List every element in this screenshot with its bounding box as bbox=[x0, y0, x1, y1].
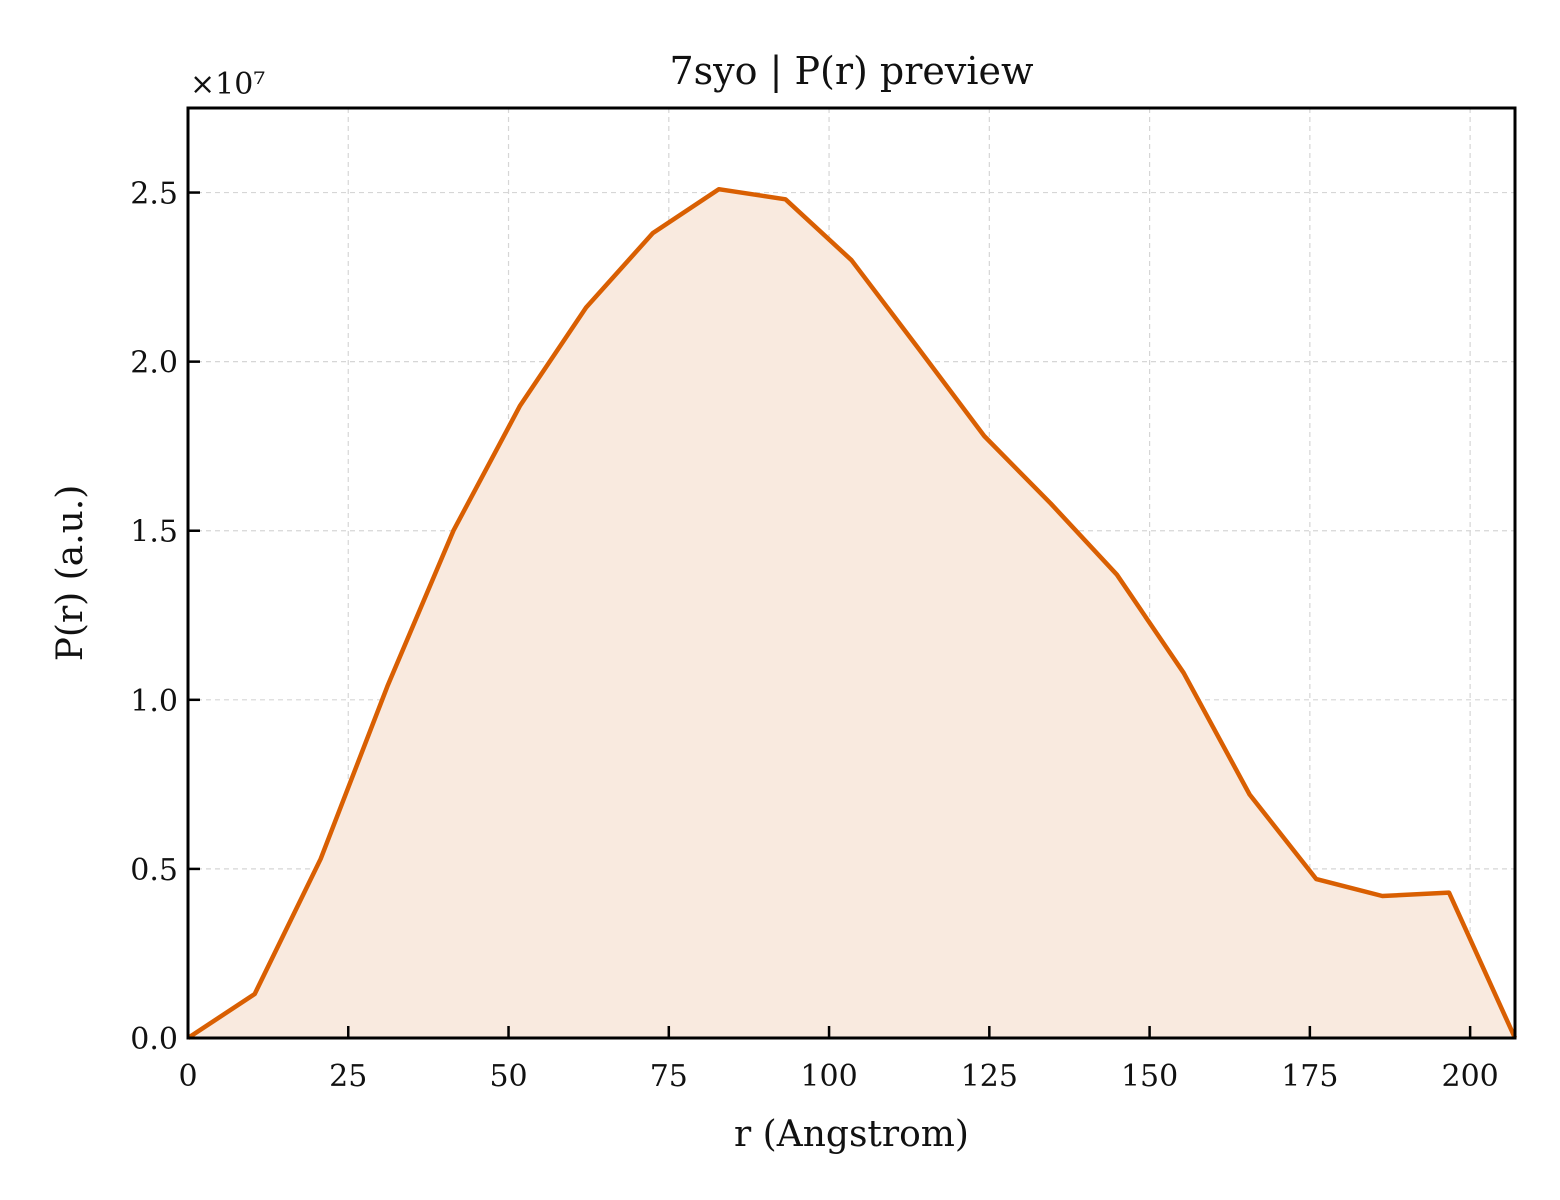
area-fill bbox=[188, 189, 1515, 1038]
x-tick-label-4: 100 bbox=[800, 1059, 857, 1094]
y-tick-label-5: 2.5 bbox=[130, 177, 178, 212]
axis-ticks: 0 25 50 75 100 125 150 175 200 0.0 0.5 1.0 1.5 2.0 2.5 bbox=[130, 177, 1498, 1094]
x-tick-label-7: 175 bbox=[1281, 1059, 1338, 1094]
chart-title: 7syo | P(r) preview bbox=[669, 49, 1034, 93]
x-tick-label-6: 150 bbox=[1121, 1059, 1178, 1094]
x-axis-label: r (Angstrom) bbox=[734, 1114, 969, 1155]
y-tick-label-2: 1.0 bbox=[130, 684, 178, 719]
x-tick-label-0: 0 bbox=[178, 1059, 197, 1094]
y-tick-label-4: 2.0 bbox=[130, 346, 178, 381]
x-tick-label-2: 50 bbox=[489, 1059, 527, 1094]
x-tick-label-5: 125 bbox=[961, 1059, 1018, 1094]
y-tick-label-0: 0.0 bbox=[130, 1022, 178, 1057]
series-line bbox=[186, 186, 1518, 1040]
plot-frame bbox=[186, 106, 1517, 1040]
y-axis-multiplier: ×10⁷ bbox=[190, 67, 265, 102]
y-tick-label-3: 1.5 bbox=[130, 515, 178, 550]
x-tick-label-3: 75 bbox=[650, 1059, 688, 1094]
y-axis-label: P(r) (a.u.) bbox=[50, 485, 91, 662]
x-tick-label-8: 200 bbox=[1441, 1059, 1498, 1094]
y-tick-label-1: 0.5 bbox=[130, 853, 178, 888]
x-tick-label-1: 25 bbox=[329, 1059, 367, 1094]
